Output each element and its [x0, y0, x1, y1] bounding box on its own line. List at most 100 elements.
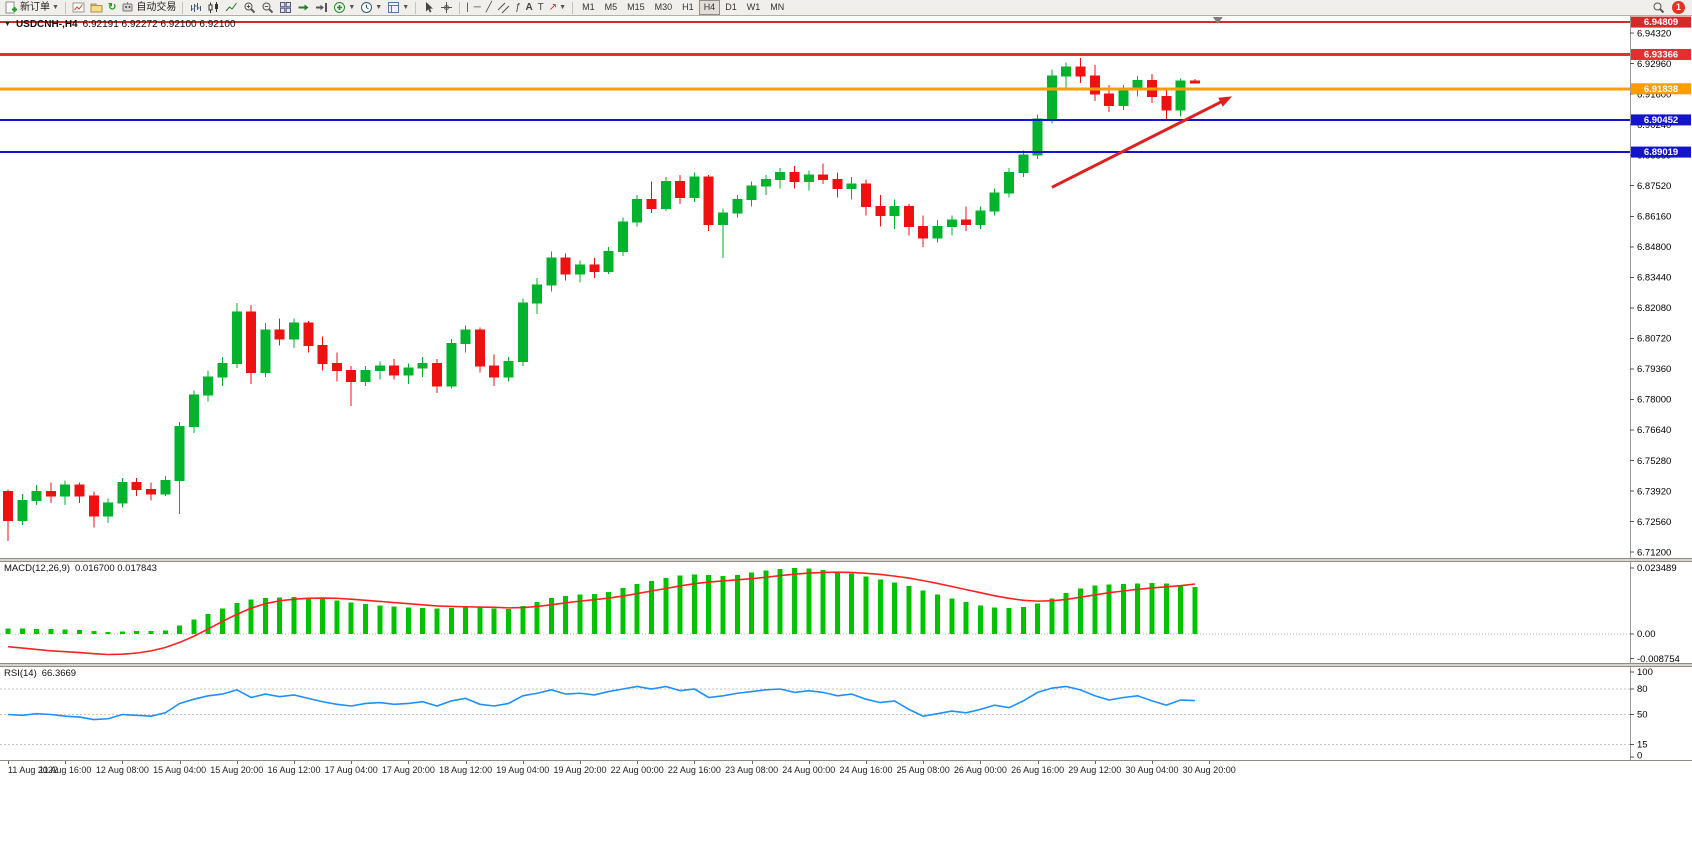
chevron-down-icon: ▼: [402, 4, 410, 11]
timeframe-h4[interactable]: H4: [698, 0, 721, 15]
time-axis-label: 17 Aug 20:00: [381, 765, 435, 775]
fibonacci-button[interactable]: ƒ: [513, 1, 523, 15]
price-tick-label: 6.73920: [1637, 486, 1671, 497]
timeframe-m15[interactable]: M15: [627, 2, 645, 12]
candlestick-icon: [208, 2, 219, 13]
toolbar-separator: [572, 1, 574, 14]
time-axis-tick: [923, 761, 925, 764]
time-axis-tick: [980, 761, 982, 764]
refresh-button[interactable]: ↻: [106, 1, 118, 15]
rsi-value: 66.3669: [41, 668, 77, 679]
rsi-pane[interactable]: 100 80 50 15 0 RSI(14) 66.3669: [0, 667, 1692, 760]
text-icon: A: [525, 2, 533, 13]
indicators-button[interactable]: ▼: [331, 1, 357, 15]
timeframe-w1[interactable]: W1: [746, 2, 761, 12]
text-label-button[interactable]: T: [536, 1, 546, 15]
tile-windows-button[interactable]: [277, 1, 294, 15]
time-axis-label: 29 Aug 12:00: [1068, 765, 1122, 775]
price-badge-label: 6.91838: [1644, 84, 1678, 95]
new-order-button[interactable]: 新订单 ▼: [3, 1, 61, 15]
price-tick-label: 6.72560: [1637, 517, 1671, 528]
time-axis-tick: [808, 761, 810, 764]
one-click-trading-arrow[interactable]: ▼: [4, 21, 11, 28]
horizontal-line-button[interactable]: ─: [472, 1, 483, 15]
time-axis-label: 23 Aug 08:00: [725, 765, 779, 775]
timeframe-m1[interactable]: M1: [582, 2, 595, 12]
chart-shift-marker[interactable]: [1212, 17, 1223, 24]
macd-canvas[interactable]: 0.023489 0.00 -0.008754: [0, 562, 1692, 663]
time-axis-label: 11 Aug 16:00: [38, 765, 92, 775]
price-tick-label: 6.91600: [1637, 89, 1671, 100]
crosshair-button[interactable]: [438, 1, 455, 15]
time-axis-label: 16 Aug 12:00: [267, 765, 321, 775]
time-axis-label: 26 Aug 00:00: [953, 765, 1007, 775]
channel-button[interactable]: [495, 1, 512, 15]
search-icon: [1653, 2, 1665, 14]
main-chart-pane[interactable]: 6.943206.929606.916006.902406.888806.875…: [0, 16, 1692, 558]
auto-scroll-icon: [298, 4, 309, 11]
timeframe-mn[interactable]: MN: [770, 2, 785, 12]
line-chart-button[interactable]: [223, 1, 240, 15]
time-axis-label: 24 Aug 00:00: [782, 765, 836, 775]
chart-shift-button[interactable]: [313, 1, 330, 15]
toolbar-separator: [182, 1, 184, 14]
rsi-axis-labels: 100 80 50 150: [1630, 667, 1653, 760]
price-tick-label: 6.92960: [1637, 59, 1671, 70]
candlestick-button[interactable]: [205, 1, 222, 15]
timeframe-d1[interactable]: D1: [725, 2, 737, 12]
time-axis-label: 30 Aug 04:00: [1125, 765, 1179, 775]
time-axis-tick: [8, 761, 9, 764]
notification-badge[interactable]: 1: [1672, 1, 1685, 14]
trend-arrow[interactable]: [1051, 99, 1225, 189]
text-button[interactable]: A: [523, 1, 534, 15]
text-label-icon: T: [537, 2, 544, 13]
price-tick-label: 6.84800: [1637, 242, 1671, 253]
macd-pane[interactable]: 0.023489 0.00 -0.008754 MACD(12,26,9) 0.01…: [0, 562, 1692, 663]
profiles-button[interactable]: [88, 1, 105, 15]
time-axis-tick: [179, 761, 181, 764]
time-axis-label: 18 Aug 12:00: [439, 765, 493, 775]
time-axis-label: 24 Aug 16:00: [839, 765, 893, 775]
macd-axis-labels: 0.023489 0.00 -0.008754: [1630, 563, 1680, 663]
arrows-button[interactable]: ↗ ▼: [547, 1, 568, 15]
rsi-tick-label: 15: [1637, 739, 1648, 750]
price-tick-label: 6.87520: [1637, 181, 1671, 192]
timeframe-h1[interactable]: H1: [682, 2, 694, 12]
vertical-line-button[interactable]: |: [464, 1, 471, 15]
price-badge: [1631, 83, 1691, 95]
templates-button[interactable]: ▼: [385, 1, 411, 15]
trendline-button[interactable]: ╱: [484, 1, 494, 15]
toolbar-separator: [64, 1, 66, 14]
rsi-canvas[interactable]: 100 80 50 150: [0, 667, 1692, 760]
channel-icon: [497, 2, 510, 14]
crosshair-icon: [441, 2, 453, 13]
timeframe-m30[interactable]: M30: [654, 2, 673, 12]
time-axis-tick: [637, 761, 639, 764]
new-chart-button[interactable]: [70, 1, 87, 15]
timeframe-m5[interactable]: M5: [604, 2, 618, 12]
price-tick-label: 6.86160: [1637, 211, 1671, 222]
time-axis-tick: [1094, 761, 1096, 764]
main-chart-canvas[interactable]: 6.943206.929606.916006.902406.888806.875…: [0, 16, 1692, 558]
search-button[interactable]: [1650, 1, 1667, 15]
refresh-icon: ↻: [107, 2, 117, 13]
vertical-line-icon: |: [466, 2, 469, 13]
time-axis-label: 19 Aug 20:00: [553, 765, 607, 775]
time-axis[interactable]: 11 Aug 2022 11 Aug 16:00 12 Aug 08:00 15 Au…: [0, 760, 1692, 777]
price-badge: [1631, 16, 1691, 28]
autotrade-button[interactable]: 自动交易: [119, 1, 178, 15]
cursor-button[interactable]: [420, 1, 437, 15]
macd-label: MACD(12,26,9): [4, 563, 70, 574]
zoom-in-button[interactable]: [241, 1, 258, 15]
bar-chart-icon: [191, 3, 202, 12]
autotrade-label: 自动交易: [136, 1, 177, 13]
empty-area: [0, 777, 1692, 842]
bar-chart-button[interactable]: [187, 1, 204, 15]
periods-button[interactable]: ▼: [358, 1, 384, 15]
panel-separator[interactable]: [0, 558, 1692, 562]
auto-scroll-button[interactable]: [295, 1, 312, 15]
macd-tick-label: -0.008754: [1637, 654, 1680, 663]
chevron-down-icon: ▼: [348, 4, 356, 11]
zoom-out-button[interactable]: [259, 1, 276, 15]
panel-separator[interactable]: [0, 663, 1692, 667]
